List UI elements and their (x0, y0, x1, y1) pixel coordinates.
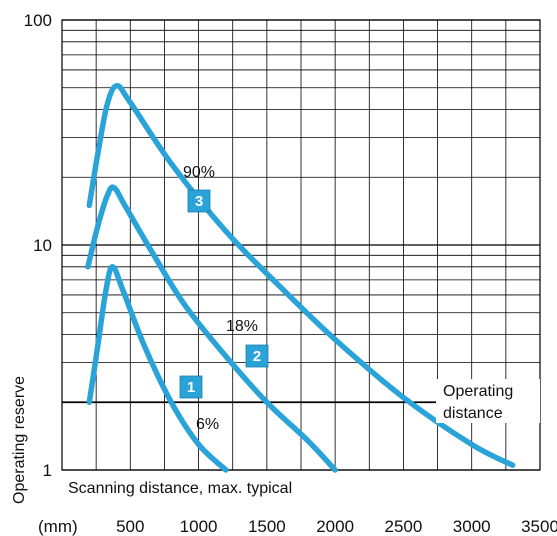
y-tick-label: 1 (43, 461, 52, 480)
series-badge-number-3: 3 (195, 193, 203, 210)
y-axis-label: Operating reserve (11, 376, 28, 504)
curves (85, 83, 516, 473)
x-tick-labels: 500 1000 1500 2000 2500 3000 3500 (116, 517, 557, 536)
series-badge-2 (245, 344, 269, 368)
series-label-2: 18% (226, 318, 258, 335)
series-badge-number-2: 2 (253, 348, 261, 365)
x-axis-label: Scanning distance, max. typical (68, 480, 292, 497)
operating-distance-bg (436, 379, 540, 423)
series-line-1 (86, 264, 229, 473)
x-tick-label: 1000 (180, 517, 218, 536)
series-line-2 (85, 184, 338, 473)
labels: 6% 18% 90% (183, 164, 258, 433)
operating-distance-label-line1: Operating (443, 383, 513, 400)
series-badge-3 (187, 189, 211, 213)
y-tick-label: 10 (33, 236, 52, 255)
y-tick-label: 100 (24, 11, 52, 30)
series-badge-number-1: 1 (187, 379, 195, 396)
x-unit-label: (mm) (38, 517, 78, 536)
x-tick-label: 3000 (453, 517, 491, 536)
x-tick-label: 2500 (385, 517, 423, 536)
plot-frame (61, 19, 541, 471)
xlabel-bg (62, 474, 340, 498)
series-label-1: 6% (196, 416, 219, 433)
series-label-3: 90% (183, 164, 215, 181)
series-line-3 (86, 83, 516, 468)
x-tick-label: 500 (116, 517, 144, 536)
y-tick-labels: 1 10 100 (24, 11, 52, 480)
x-tick-label: 2000 (316, 517, 354, 536)
badges: 1 2 3 (179, 189, 269, 399)
operating-distance-label-line2: distance (443, 405, 503, 422)
x-tick-label: 1500 (248, 517, 286, 536)
x-tick-label: 3500 (521, 517, 557, 536)
series-badge-1 (179, 375, 203, 399)
